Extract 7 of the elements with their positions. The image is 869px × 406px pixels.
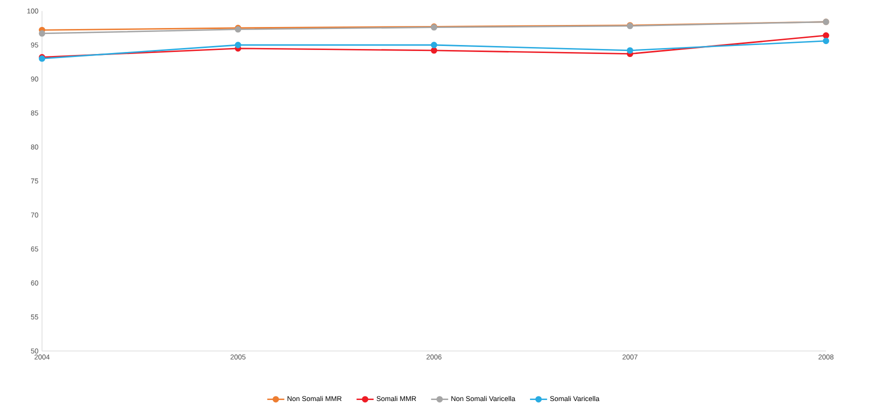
point [234, 42, 242, 48]
point [822, 38, 830, 44]
point [430, 42, 438, 48]
point [822, 32, 830, 39]
point [626, 47, 634, 54]
point [430, 47, 438, 54]
point [38, 30, 46, 37]
